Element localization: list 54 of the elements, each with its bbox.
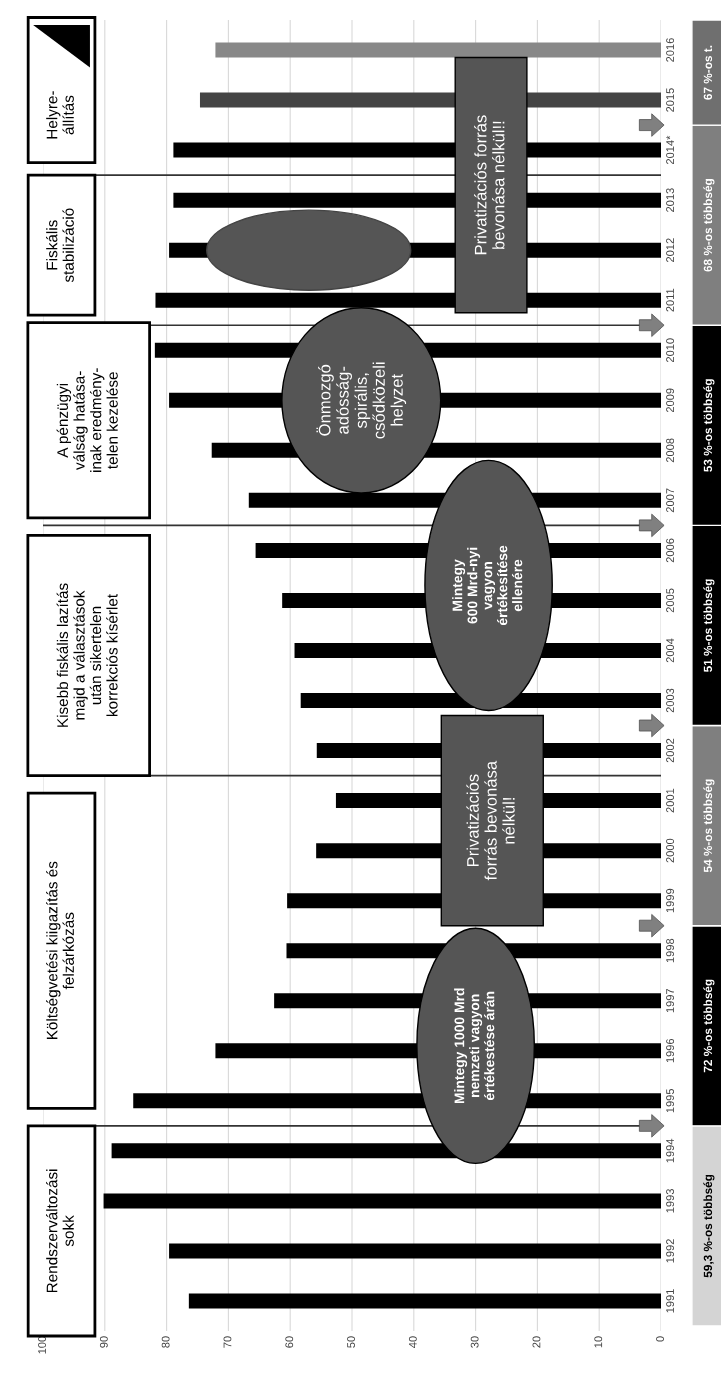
text: 53 %-os többség (703, 379, 715, 472)
x-tick-label: 10 (594, 1336, 603, 1348)
x-tick-label: 70 (223, 1336, 232, 1348)
y-tick-label: 2001 (666, 788, 675, 813)
y-tick-label: 2012 (666, 238, 675, 262)
y-tick-label: 2009 (666, 388, 675, 413)
y-tick-label: 1993 (666, 1189, 675, 1213)
y-tick-label: 2010 (666, 338, 675, 363)
annotation: Privatizációs forrás bevonása nélkül! (466, 760, 515, 881)
y-tick-label: 2013 (666, 188, 675, 212)
x-tick-label: 30 (470, 1336, 479, 1348)
annotation: Helyre- állítás (46, 91, 74, 139)
y-tick-label: 1995 (666, 1088, 675, 1113)
x-tick-label: 60 (285, 1336, 294, 1348)
text: 51 %-os többség (703, 579, 715, 672)
annotation: Privatizációs forrás bevonása nélkül!! (474, 115, 505, 255)
text: 68 %-os többség (703, 179, 715, 272)
y-tick-label: 1996 (666, 1038, 675, 1063)
annotation: Mintegy 1000 Mrd nemzeti vagyon értékestése árán (454, 988, 495, 1104)
y-tick-label: 1997 (666, 988, 675, 1013)
y-tick-label: 2006 (666, 538, 675, 563)
annotation: Rendszerváltozási sokk (46, 1169, 74, 1293)
y-tick-label: 2005 (666, 588, 675, 613)
x-tick-label: 50 (347, 1336, 355, 1348)
annotation: Mintegy 600 Mrd-nyi vagyon értékesítése ellenére (452, 545, 523, 626)
y-tick-label: 2000 (666, 838, 675, 863)
y-tick-label: 1991 (666, 1289, 675, 1313)
annotation: Fiskális stabilizáció (46, 208, 74, 283)
text: 59,3 %-os többség (703, 1174, 715, 1278)
text: 67 %-os t. (703, 45, 713, 100)
x-tick-label: 20 (532, 1336, 541, 1348)
x-tick-label: 0 (656, 1336, 664, 1342)
x-tick-label: 40 (408, 1336, 417, 1348)
annotation: Önmozgó adósság- spirális, csődközeli helyzet (316, 362, 407, 439)
text: 72 %-os többség (703, 979, 715, 1073)
x-tick-label: 80 (161, 1336, 170, 1348)
y-tick-label: 1994 (666, 1138, 675, 1163)
annotation: A pénzügyi válság hatása- inak eredmény- telen kezelése (56, 368, 118, 472)
y-tick-label: 2011 (666, 288, 675, 312)
annotation: Kisebb fiskális lazítás majd a választások után sikertelen korrekciós kísérlet (56, 583, 118, 727)
y-tick-label: 2008 (666, 438, 675, 463)
x-tick-label: 90 (99, 1336, 108, 1348)
y-tick-label: 2007 (666, 488, 675, 513)
y-tick-label: 2016 (666, 38, 675, 62)
y-tick-label: 2003 (666, 688, 675, 713)
y-tick-label: 1992 (666, 1239, 675, 1263)
annotation: Költségvetési kiigazítás és felzárkózás (46, 861, 74, 1040)
y-tick-label: 2014* (666, 135, 675, 165)
y-tick-label: 2015 (666, 88, 675, 112)
y-tick-label: 1999 (666, 888, 675, 913)
text: 54 %-os többség (703, 779, 715, 873)
y-tick-label: 2004 (666, 638, 675, 663)
y-tick-label: 2002 (666, 738, 675, 763)
y-tick-label: 1998 (666, 938, 675, 963)
